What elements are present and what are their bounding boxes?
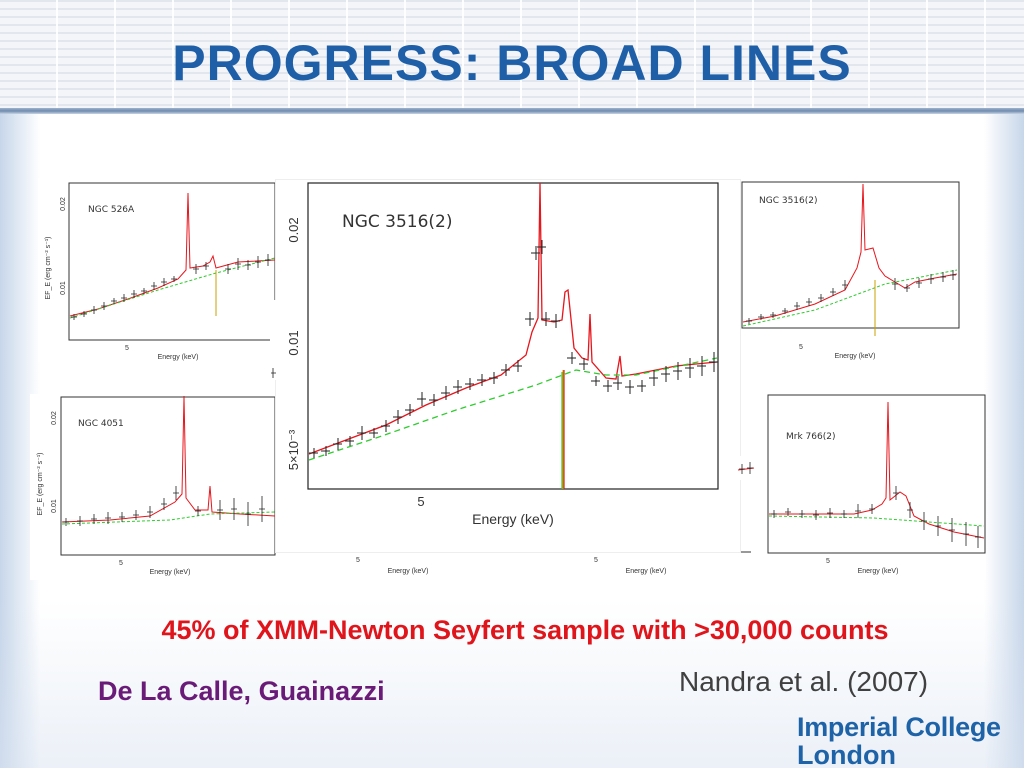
plot-ngc3516-small: NGC 3516(2) 5 Energy (keV) bbox=[735, 180, 961, 362]
x-axis-label: Energy (keV) bbox=[158, 354, 199, 361]
imperial-college-logo: Imperial College London bbox=[797, 713, 1001, 769]
x-tick-label: 5 bbox=[799, 344, 803, 351]
x-axis-label: Energy (keV) bbox=[472, 511, 554, 527]
x-axis-label: Energy (keV) bbox=[835, 353, 876, 360]
plot-fragment-left bbox=[270, 300, 278, 380]
bottom-gradient bbox=[0, 600, 1024, 768]
y-tick-label: 0.02 bbox=[60, 197, 67, 211]
x-tick-label: 5 bbox=[594, 557, 598, 564]
plot-ngc3516-main: NGC 3516(2) 0.02 0.01 5×10⁻³ 5 Energy (k… bbox=[276, 180, 740, 552]
y-tick-label: 5×10⁻³ bbox=[286, 429, 301, 470]
y-tick-label: 0.02 bbox=[286, 217, 301, 242]
x-axis-label: Energy (keV) bbox=[388, 568, 429, 575]
x-tick-label: 5 bbox=[125, 345, 129, 352]
y-tick-label: 0.01 bbox=[60, 281, 67, 295]
y-axis-label: EF_E (erg cm⁻² s⁻¹) bbox=[45, 236, 52, 299]
x-tick-label: 5 bbox=[356, 557, 360, 564]
plot-fragment-right bbox=[736, 456, 756, 480]
authors-text: De La Calle, Guainazzi bbox=[98, 676, 385, 706]
slide-title: PROGRESS: BROAD LINES bbox=[172, 35, 852, 91]
y-axis-label: EF_E (erg cm⁻² s⁻¹) bbox=[37, 452, 44, 515]
x-axis-label: Energy (keV) bbox=[150, 569, 191, 576]
y-tick-label: 0.01 bbox=[286, 330, 301, 355]
x-tick-label: 5 bbox=[417, 494, 424, 509]
y-tick-label: 0.02 bbox=[51, 411, 58, 425]
plot-ngc526a: NGC 526A 0.02 0.01 EF_E (erg cm⁻² s⁻¹) 5… bbox=[38, 178, 278, 362]
reference-text: Nandra et al. (2007) bbox=[679, 666, 929, 697]
plot-label: NGC 526A bbox=[88, 205, 135, 215]
header-divider bbox=[0, 108, 1024, 114]
x-axis-label: Energy (keV) bbox=[858, 568, 899, 575]
plot-mrk766: Mrk 766(2) 5 Energy (keV) bbox=[754, 392, 986, 580]
plot-label: NGC 4051 bbox=[78, 419, 124, 429]
plot-ngc4051: NGC 4051 0.02 0.01 EF_E (erg cm⁻² s⁻¹) 5… bbox=[30, 394, 276, 580]
logo-line2: London bbox=[797, 740, 896, 770]
logo-line1: Imperial College bbox=[797, 712, 1001, 742]
header-band bbox=[0, 0, 1024, 112]
x-tick-label: 5 bbox=[119, 560, 123, 567]
plot-label: NGC 3516(2) bbox=[759, 196, 818, 206]
plot-label: NGC 3516(2) bbox=[342, 212, 453, 232]
x-axis-label: Energy (keV) bbox=[626, 568, 667, 575]
plot-label: Mrk 766(2) bbox=[786, 432, 835, 442]
x-tick-label: 5 bbox=[826, 558, 830, 565]
highlight-text: 45% of XMM-Newton Seyfert sample with >3… bbox=[161, 615, 889, 645]
y-tick-label: 0.01 bbox=[51, 499, 58, 513]
